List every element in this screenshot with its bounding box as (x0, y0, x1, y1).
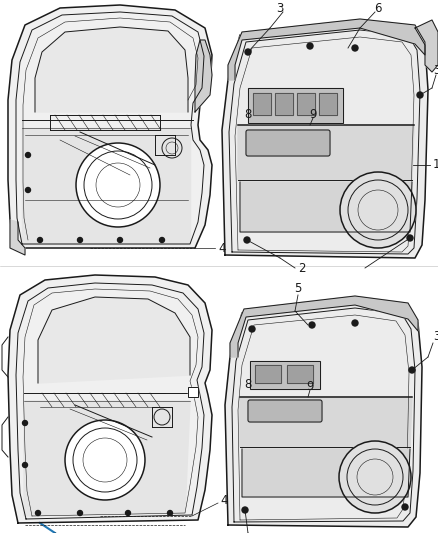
Polygon shape (195, 40, 212, 112)
Circle shape (38, 238, 42, 243)
Text: 3: 3 (276, 2, 284, 14)
Text: 4: 4 (220, 495, 227, 507)
Bar (250, 361, 320, 389)
Circle shape (159, 238, 165, 243)
Text: 5: 5 (294, 282, 302, 295)
Circle shape (339, 441, 411, 513)
Polygon shape (8, 275, 212, 523)
Bar (287, 365, 313, 383)
Bar (250, 361, 320, 389)
Polygon shape (225, 300, 422, 527)
Text: 8: 8 (244, 378, 252, 392)
Circle shape (352, 45, 358, 51)
Polygon shape (228, 19, 425, 80)
Polygon shape (10, 220, 25, 255)
Polygon shape (222, 22, 428, 258)
Circle shape (407, 235, 413, 241)
Polygon shape (22, 128, 190, 244)
Circle shape (78, 511, 82, 515)
Polygon shape (8, 5, 212, 248)
Polygon shape (35, 27, 188, 112)
Bar (255, 365, 281, 383)
FancyBboxPatch shape (246, 130, 330, 156)
Polygon shape (415, 20, 438, 72)
Polygon shape (240, 182, 412, 232)
Bar (248, 88, 343, 123)
Circle shape (25, 152, 31, 157)
Circle shape (409, 367, 415, 373)
Circle shape (309, 322, 315, 328)
Polygon shape (24, 401, 190, 516)
Bar (188, 387, 198, 397)
Text: 3: 3 (433, 63, 438, 77)
Circle shape (244, 237, 250, 243)
Text: 9: 9 (306, 381, 314, 393)
Circle shape (76, 143, 160, 227)
Bar (255, 365, 281, 383)
Text: 9: 9 (309, 109, 317, 122)
Polygon shape (242, 449, 410, 497)
Text: 2: 2 (298, 262, 305, 274)
Circle shape (22, 463, 28, 467)
Circle shape (22, 421, 28, 425)
Circle shape (65, 420, 145, 500)
Polygon shape (230, 296, 418, 357)
Bar (253, 93, 271, 115)
Bar (297, 93, 315, 115)
Circle shape (352, 320, 358, 326)
Circle shape (25, 188, 31, 192)
Text: 1: 1 (433, 158, 438, 172)
Bar (319, 93, 337, 115)
Circle shape (245, 49, 251, 55)
Polygon shape (240, 397, 412, 447)
Circle shape (417, 92, 423, 98)
Circle shape (340, 172, 416, 248)
Text: 8: 8 (244, 109, 252, 122)
Circle shape (167, 511, 173, 515)
Circle shape (35, 511, 40, 515)
Circle shape (242, 507, 248, 513)
Polygon shape (38, 297, 190, 383)
Bar (248, 88, 343, 123)
Bar (253, 93, 271, 115)
Bar (319, 93, 337, 115)
Bar (275, 93, 293, 115)
Polygon shape (238, 125, 414, 180)
Bar (188, 387, 198, 397)
Bar (287, 365, 313, 383)
Circle shape (117, 238, 123, 243)
Text: 4: 4 (218, 241, 226, 254)
Text: 3: 3 (433, 330, 438, 343)
Circle shape (249, 326, 255, 332)
Circle shape (126, 511, 131, 515)
Circle shape (78, 238, 82, 243)
Bar (297, 93, 315, 115)
FancyBboxPatch shape (248, 400, 322, 422)
Circle shape (402, 504, 408, 510)
Circle shape (307, 43, 313, 49)
Bar (275, 93, 293, 115)
Text: 6: 6 (374, 2, 382, 14)
